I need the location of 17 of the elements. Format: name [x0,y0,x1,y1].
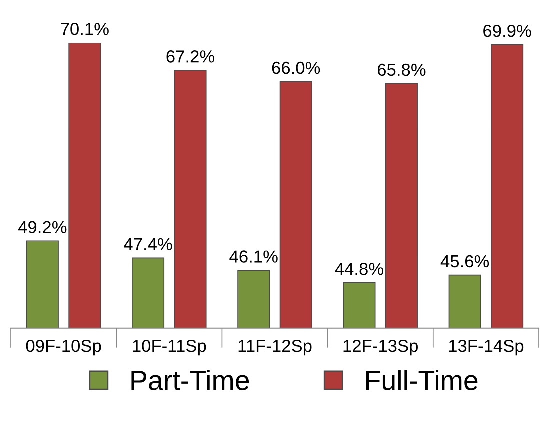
x-tick-label: 11F-12Sp [238,340,312,356]
data-label: 46.1% [230,250,278,263]
data-label: 69.9% [484,24,532,38]
data-label: 44.8% [335,262,384,276]
data-label: 67.2% [166,50,215,63]
legend-label: Part-Time [132,370,250,391]
x-tick-label: 10F-11Sp [133,340,206,356]
data-label: 49.2% [18,221,67,234]
x-tick-label: 09F-10Sp [26,340,102,356]
data-label: 47.4% [124,238,172,251]
legend-label: Full-Time [366,370,478,391]
x-tick-label: 12F-13Sp [344,340,418,356]
data-label: 65.8% [378,64,426,76]
data-label: 45.6% [440,255,490,268]
data-label: 70.1% [61,23,109,36]
x-tick-label: 13F-14Sp [449,340,524,356]
data-label: 66.0% [272,62,320,74]
